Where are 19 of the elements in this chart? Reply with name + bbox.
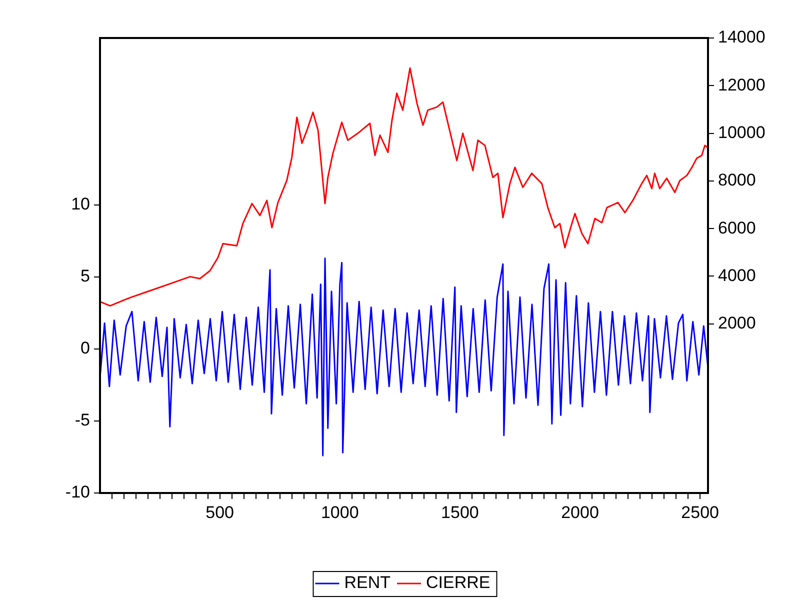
x-tick-label: 1500: [441, 502, 479, 522]
x-tick-label: 1000: [320, 502, 359, 522]
y2-tick-label: 4000: [718, 266, 756, 285]
x-tick-label: 2500: [681, 502, 719, 522]
y-tick-label: 0: [80, 338, 90, 358]
y2-tick-label: 2000: [718, 314, 756, 333]
y2-tick-label: 8000: [718, 170, 756, 190]
y2-tick-label: 10000: [718, 122, 766, 142]
x-tick-label: 2000: [561, 502, 599, 522]
y-tick-label: -10: [65, 482, 90, 502]
y2-tick-label: 6000: [718, 218, 756, 238]
legend-label: RENT: [344, 573, 391, 592]
legend-label: CIERRE: [426, 573, 490, 592]
y2-tick-label: 14000: [718, 28, 766, 47]
y-tick-label: 5: [80, 266, 90, 286]
y-tick-label: 10: [71, 194, 90, 214]
x-tick-label: 500: [206, 502, 234, 522]
y-tick-label: -5: [74, 410, 90, 430]
y2-tick-label: 12000: [718, 75, 766, 94]
